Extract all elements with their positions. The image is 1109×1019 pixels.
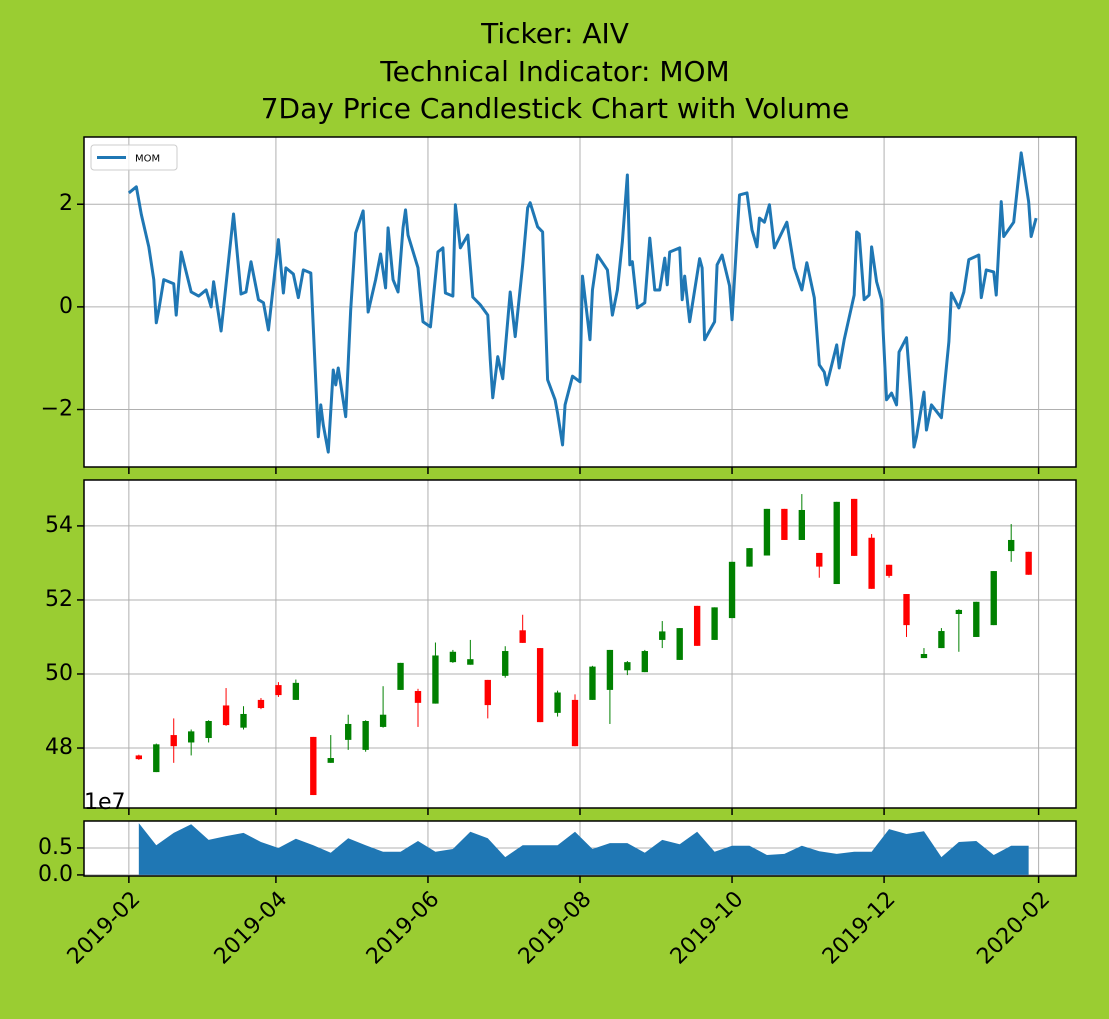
- candle-body: [938, 631, 945, 649]
- candle-body: [362, 721, 369, 750]
- candle-body: [868, 537, 875, 589]
- candle-body: [467, 659, 474, 665]
- candle-body: [885, 564, 893, 576]
- candle-body: [606, 649, 614, 690]
- candle-body: [833, 501, 840, 585]
- candle-body: [676, 628, 683, 660]
- candle-body: [1008, 539, 1015, 552]
- candle-body: [920, 653, 928, 659]
- y-tick-label: 0.0: [38, 862, 73, 887]
- candle-body: [1025, 551, 1032, 575]
- candle-body: [484, 679, 491, 706]
- mom-line: [127, 151, 1038, 454]
- candle-body: [763, 508, 771, 556]
- candle-body: [973, 601, 980, 637]
- y-tick-label: 50: [45, 661, 73, 686]
- candle-body: [850, 498, 858, 556]
- candle-body: [257, 699, 265, 709]
- candle-body: [554, 692, 561, 713]
- candle-body: [728, 561, 736, 619]
- candle-body: [187, 731, 195, 743]
- candle-body: [536, 648, 544, 723]
- candle-body: [240, 713, 247, 728]
- candle-body: [345, 723, 352, 740]
- candle-body: [292, 682, 300, 700]
- y-tick-label: 52: [45, 587, 73, 612]
- axes-frame: [83, 479, 1077, 809]
- candle-body: [135, 755, 143, 760]
- candle-body: [397, 662, 404, 690]
- title-line: 7Day Price Candlestick Chart with Volume: [261, 92, 850, 125]
- candle-body: [903, 594, 910, 626]
- marks: [138, 823, 1029, 875]
- offset-text: 1e7: [84, 790, 126, 815]
- candle-body: [955, 609, 963, 615]
- candle-body: [641, 651, 648, 673]
- marks: [127, 151, 1038, 454]
- legend-box: [90, 144, 178, 171]
- axes-frame: [83, 136, 1077, 468]
- candle-body: [624, 662, 631, 671]
- candle-body: [414, 691, 422, 703]
- candle-body: [781, 508, 788, 540]
- candle-body: [275, 685, 282, 696]
- candle-body: [659, 631, 666, 640]
- candle-body: [205, 721, 212, 739]
- candle-body: [798, 509, 806, 540]
- candle-body: [990, 571, 997, 626]
- plot-area: [84, 480, 1076, 808]
- candle-body: [153, 744, 160, 773]
- candle-body: [327, 758, 334, 763]
- legend-label: MOM: [135, 154, 160, 165]
- y-tick-label: 2: [59, 191, 73, 216]
- candle-body: [816, 552, 823, 567]
- title-line: Technical Indicator: MOM: [379, 55, 729, 88]
- y-tick-label: 0.5: [38, 835, 73, 860]
- candle-body: [711, 607, 718, 640]
- volume-area: [138, 823, 1029, 875]
- candle-body: [449, 651, 457, 663]
- axes-frame: [83, 820, 1077, 877]
- y-tick-label: 0: [59, 294, 73, 319]
- candle-body: [432, 655, 439, 704]
- candle-body: [222, 705, 230, 726]
- y-tick-label: 48: [45, 735, 73, 760]
- candle-body: [379, 714, 387, 727]
- title-line: Ticker: AIV: [480, 17, 629, 50]
- candle-body: [589, 666, 596, 700]
- candle-body: [746, 548, 753, 567]
- candle-body: [170, 735, 177, 747]
- y-tick-label: 54: [45, 513, 73, 538]
- y-tick-label: −2: [41, 397, 73, 422]
- candle-body: [693, 605, 701, 646]
- candle-body: [502, 651, 509, 676]
- marks: [135, 494, 1032, 796]
- candle-body: [519, 630, 526, 643]
- candle-body: [310, 736, 317, 796]
- candle-body: [571, 699, 579, 747]
